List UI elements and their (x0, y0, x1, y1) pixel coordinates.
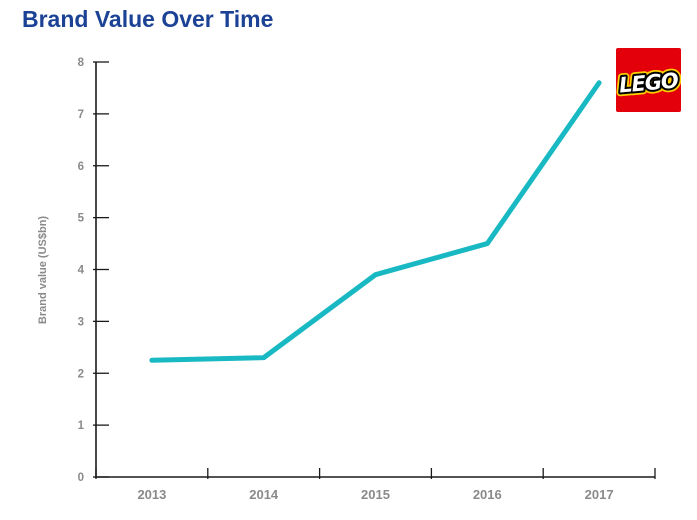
x-tick-label: 2015 (361, 487, 390, 502)
y-tick-label: 4 (78, 265, 85, 277)
y-tick-label: 1 (78, 420, 85, 432)
y-tick-label: 5 (78, 213, 85, 225)
y-tick-label: 7 (78, 109, 84, 121)
lego-logo-background (616, 48, 681, 112)
brand-value-line (149, 80, 602, 363)
y-tick-label: 6 (78, 161, 84, 173)
y-tick-label: 2 (78, 368, 84, 380)
y-tick-label: 0 (78, 472, 84, 484)
x-tick-label: 2016 (473, 487, 502, 502)
chart-title: Brand Value Over Time (22, 6, 274, 32)
x-tick-label: 2014 (249, 487, 279, 502)
x-tick-label: 2013 (137, 487, 166, 502)
lego-logo: LEGO LEGO (616, 48, 681, 112)
y-axis-title: Brand value (US$bn) (37, 215, 49, 325)
y-tick-label: 3 (78, 316, 84, 328)
y-tick-label: 8 (78, 57, 85, 69)
x-tick-label: 2017 (585, 487, 614, 502)
